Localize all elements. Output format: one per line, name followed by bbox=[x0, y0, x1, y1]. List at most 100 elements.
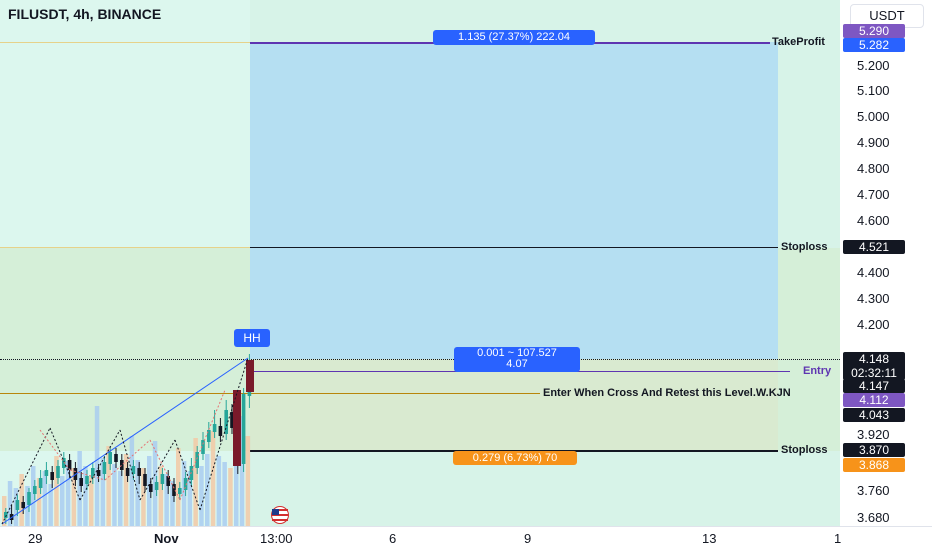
volume-bar bbox=[89, 476, 94, 526]
candle-body bbox=[233, 390, 241, 466]
volume-bar bbox=[83, 466, 88, 526]
candle-body bbox=[102, 462, 107, 474]
price-axis[interactable] bbox=[840, 0, 932, 526]
candle-body bbox=[230, 412, 234, 428]
volume-bar bbox=[36, 478, 42, 526]
candle-body bbox=[201, 440, 205, 454]
candle-body bbox=[4, 512, 8, 518]
retest-line-label: Enter When Cross And Retest this Level.W… bbox=[543, 387, 791, 399]
volume-bar bbox=[65, 461, 71, 526]
price-tick: 4.700 bbox=[857, 187, 890, 202]
entry-line-label: Entry bbox=[803, 365, 832, 377]
stoploss-upper-line-left bbox=[0, 247, 250, 248]
loss-zone[interactable] bbox=[250, 359, 778, 451]
entry-info-pill[interactable]: 0.001 ~ 107.527 4.07 bbox=[454, 347, 580, 372]
candle-body bbox=[85, 476, 89, 484]
last-price-label: 4.148 02:32:11 bbox=[843, 352, 905, 380]
target-info-pill[interactable]: 1.135 (27.37%) 222.04 bbox=[433, 30, 595, 45]
zigzag-line bbox=[139, 439, 176, 501]
volume-bar bbox=[71, 468, 77, 526]
stoploss-upper-line-label: Stoploss bbox=[781, 241, 828, 253]
stoploss-upper-line[interactable] bbox=[250, 247, 778, 248]
candle-body bbox=[108, 452, 112, 464]
price-tick: 4.600 bbox=[857, 213, 890, 228]
candle-body bbox=[131, 466, 136, 474]
volume-bar bbox=[60, 476, 65, 526]
candle-body bbox=[154, 482, 159, 490]
candle-body bbox=[56, 466, 60, 478]
retest-price-label: 4.112 bbox=[843, 393, 905, 407]
time-tick: 13:00 bbox=[260, 531, 293, 546]
volume-bar bbox=[239, 416, 245, 526]
entry-info-line2: 4.07 bbox=[506, 358, 528, 370]
hh-annotation[interactable]: HH bbox=[234, 329, 270, 347]
volume-bar bbox=[234, 446, 239, 526]
candle-body bbox=[96, 470, 101, 476]
zigzag-line bbox=[199, 357, 249, 511]
volume-bar bbox=[100, 458, 106, 526]
retest-line[interactable] bbox=[0, 393, 540, 394]
stop-info-pill[interactable]: 0.279 (6.73%) 70 bbox=[453, 451, 577, 465]
volume-bar bbox=[187, 471, 193, 526]
countdown-timer: 02:32:11 bbox=[851, 366, 897, 380]
stop-target-price-label: 3.868 bbox=[843, 458, 905, 472]
entry-info-line1: 0.001 ~ 107.527 bbox=[477, 347, 557, 359]
candle-body bbox=[143, 474, 147, 486]
candle-body bbox=[62, 458, 66, 468]
volume-bar bbox=[228, 468, 233, 526]
zigzag-line bbox=[49, 427, 81, 501]
price-tick: 5.000 bbox=[857, 109, 890, 124]
takeprofit-line-left bbox=[0, 42, 250, 43]
candle-body bbox=[114, 454, 118, 462]
takeprofit-line-label: TakeProfit bbox=[772, 36, 825, 48]
volume-bar bbox=[205, 454, 210, 526]
candle-body bbox=[137, 468, 141, 476]
volume-bar bbox=[42, 471, 48, 526]
candle-body bbox=[218, 426, 223, 436]
volume-bar bbox=[158, 466, 164, 526]
price-tick: 4.800 bbox=[857, 161, 890, 176]
candle-body bbox=[241, 394, 246, 464]
candle-body bbox=[195, 452, 199, 468]
volume-bar bbox=[94, 406, 100, 526]
candle-body bbox=[38, 478, 43, 488]
price-tick: 3.920 bbox=[857, 427, 890, 442]
price-tick: 5.200 bbox=[857, 58, 890, 73]
volume-bar bbox=[164, 474, 169, 526]
price-tick: 5.100 bbox=[857, 83, 890, 98]
stoploss-lower-price-label: 3.870 bbox=[843, 443, 905, 457]
volume-bar bbox=[106, 446, 111, 526]
candle-body bbox=[44, 470, 49, 476]
volume-bar bbox=[19, 474, 24, 526]
candle-body bbox=[172, 484, 176, 496]
price-tick: 4.300 bbox=[857, 291, 890, 306]
candle-body bbox=[50, 472, 54, 480]
candle-body bbox=[212, 424, 217, 432]
candle-body bbox=[207, 430, 211, 442]
profit-zone[interactable] bbox=[250, 42, 778, 359]
volume-bar bbox=[54, 456, 59, 526]
price-tick: 4.200 bbox=[857, 317, 890, 332]
volume-bar bbox=[7, 481, 13, 526]
zigzag-line bbox=[79, 429, 121, 501]
candle-body bbox=[21, 502, 25, 508]
candle-body bbox=[15, 500, 20, 510]
us-flag-icon[interactable] bbox=[267, 506, 293, 524]
volume-bar bbox=[193, 438, 198, 526]
candle-body bbox=[149, 484, 153, 492]
time-tick: 29 bbox=[28, 531, 43, 546]
candle-body bbox=[125, 468, 130, 476]
time-axis[interactable] bbox=[0, 526, 932, 550]
volume-bar bbox=[123, 454, 129, 526]
volume-bar bbox=[25, 486, 30, 526]
zigzag-line bbox=[119, 429, 141, 501]
low-level-price-label: 4.043 bbox=[843, 408, 905, 422]
candle-body bbox=[246, 360, 254, 392]
zigzag-line-red bbox=[149, 439, 181, 501]
price-plot[interactable] bbox=[0, 0, 840, 526]
last-price-value: 4.148 bbox=[858, 352, 890, 366]
zigzag-line bbox=[1, 427, 51, 525]
volume-bar bbox=[48, 484, 53, 526]
volume-bar bbox=[210, 431, 216, 526]
